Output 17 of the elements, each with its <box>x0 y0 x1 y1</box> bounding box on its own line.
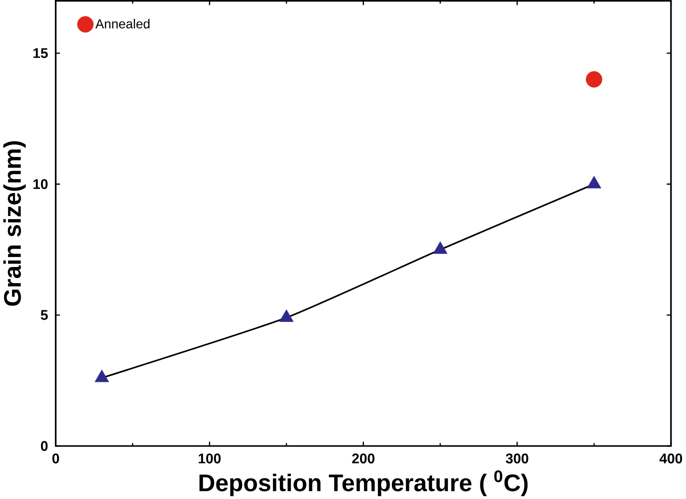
point <box>586 70 602 88</box>
x-tick-label: 300 <box>506 453 528 464</box>
point <box>433 241 448 254</box>
y-axis-title: Grain size(nm) <box>3 141 26 306</box>
point <box>279 309 294 322</box>
legend-label: Annealed <box>95 18 150 28</box>
point <box>586 176 602 188</box>
y-tick-label: 0 <box>40 440 48 451</box>
y-tick-label: 5 <box>40 310 48 320</box>
x-tick-label: 400 <box>660 453 682 464</box>
x-tick-label: 0 <box>52 453 60 464</box>
x-tick-label: 200 <box>352 453 374 464</box>
x-axis-title: Deposition Temperature ( $^{0}$C) <box>199 470 528 496</box>
y-tick-label: 10 <box>33 178 48 189</box>
x-tick-label: 100 <box>198 453 221 464</box>
y-tick-label: 15 <box>33 48 48 58</box>
point <box>94 370 109 382</box>
